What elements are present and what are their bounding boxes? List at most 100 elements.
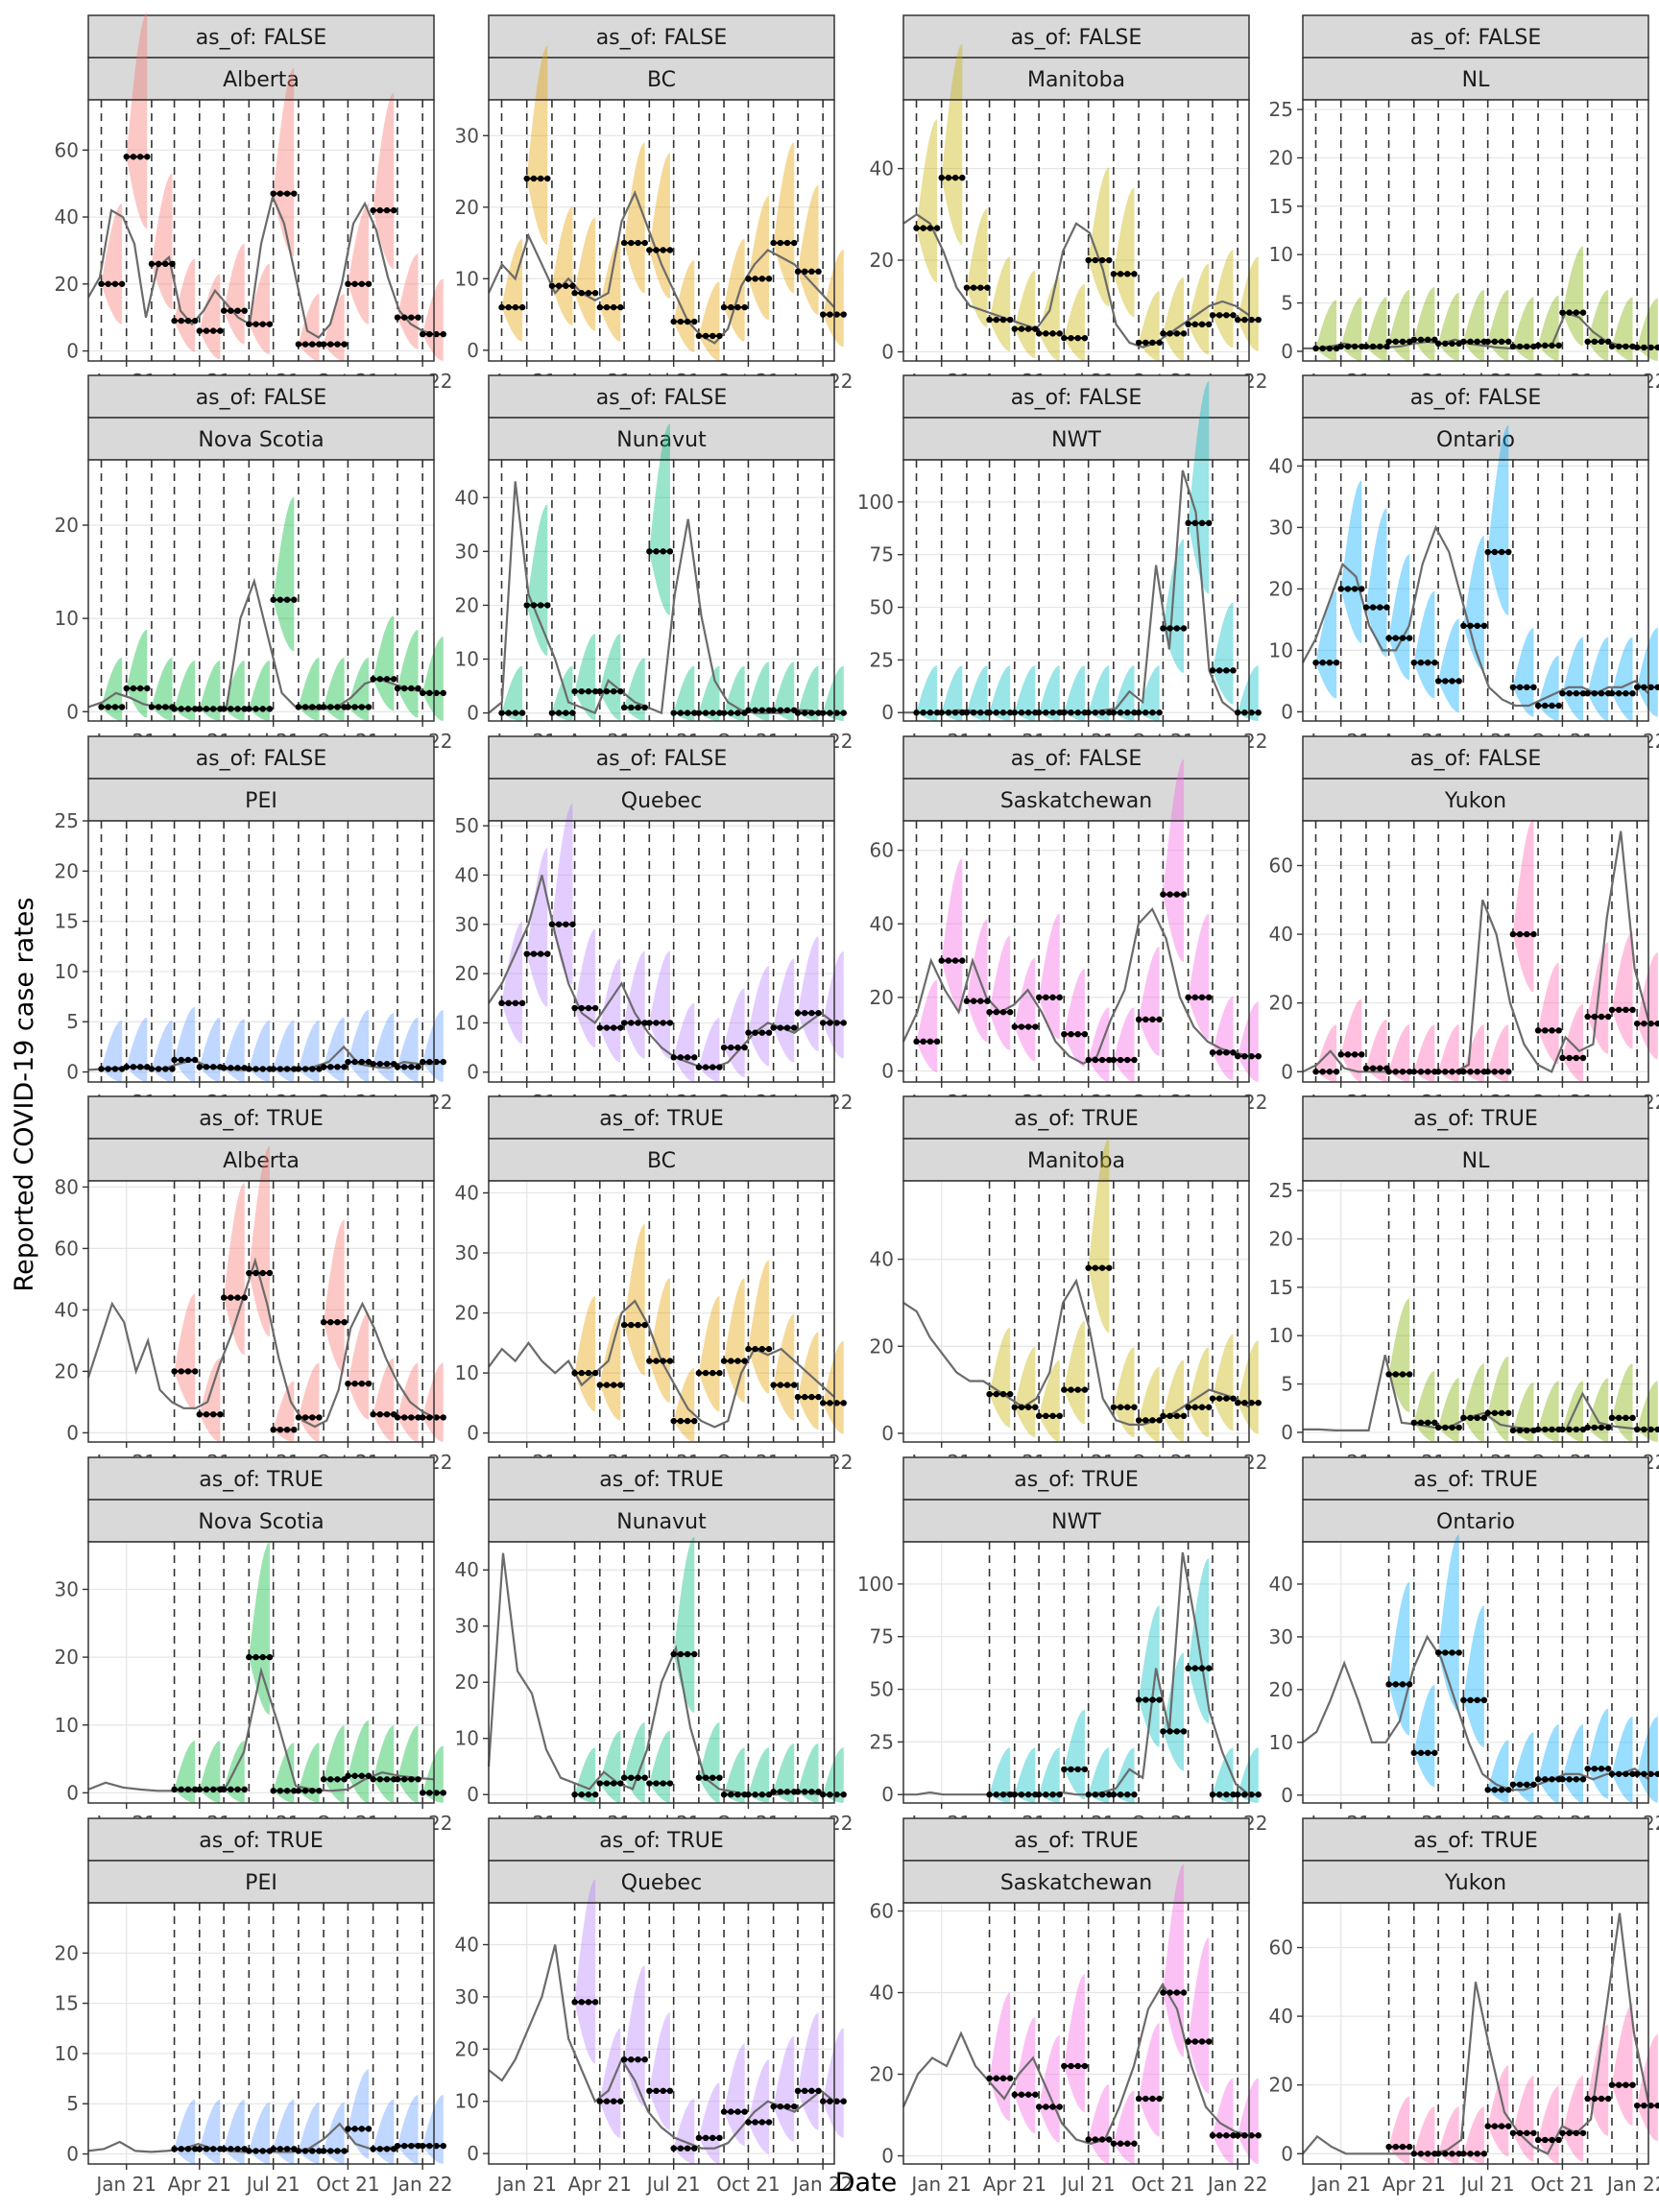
forecast-point [728,303,734,311]
y-tick-label: 20 [55,514,79,537]
forecast-point [111,704,119,710]
forecast-point [827,311,833,318]
plot-background [88,1181,434,1442]
forecast-point [1654,1426,1659,1433]
forecast-point [1516,930,1524,938]
forecast-point [400,2142,408,2150]
facet-strip-as-of-label: as_of: TRUE [1014,1829,1139,1853]
forecast-point [1234,1400,1241,1407]
forecast-point [283,596,291,603]
forecast-point [1434,1649,1442,1656]
forecast-point [1215,1049,1223,1056]
forecast-point [440,1790,446,1796]
actual-series-line [1302,1634,1649,1791]
forecast-band [724,2043,745,2146]
forecast-point [777,707,784,713]
forecast-point [295,1788,302,1794]
facet-strip-as-of-label: as_of: TRUE [199,1829,324,1853]
forecast-point [1124,1404,1131,1410]
forecast-point [220,1065,228,1071]
forecast-point [105,1066,111,1072]
forecast-point [358,2126,366,2132]
panel-border [87,1180,435,1443]
forecast-point [295,704,302,710]
forecast-band [1562,637,1584,721]
panel-border [488,1902,835,2165]
forecast-point [1074,709,1081,716]
forecast-point [98,704,105,710]
forecast-point [571,1004,578,1012]
forecast-point [653,1358,660,1364]
forecast-point [415,1414,421,1421]
forecast-band [1163,1863,1185,2057]
forecast-point [1098,256,1106,264]
forecast-point [433,1790,440,1796]
forecast-band [1463,1363,1484,1442]
forecast-point [295,1414,302,1421]
forecast-point [1106,1791,1113,1798]
forecast-point [999,316,1007,324]
facet-strip-as-of-label: as_of: FALSE [1410,386,1542,410]
forecast-band [199,274,221,360]
forecast-point [408,1414,415,1421]
forecast-point [1615,343,1623,350]
forecast-point [999,1791,1007,1798]
forecast-band [1088,1138,1110,1334]
forecast-point [1383,343,1390,350]
forecast-point [241,1786,248,1793]
forecast-point [745,276,752,282]
forecast-point [840,1791,847,1798]
y-tick-label: 25 [1269,98,1293,121]
forecast-point [1241,1791,1248,1798]
forecast-point [1209,1791,1216,1798]
forecast-point [752,276,758,282]
y-tick-label: 40 [1269,923,1293,946]
forecast-point [815,1009,822,1017]
forecast-point [171,1056,178,1064]
forecast-point [1509,343,1517,350]
y-tick-label: 10 [1269,243,1293,266]
forecast-point [635,704,641,711]
y-tick-label: 5 [66,1010,79,1033]
forecast-point [408,685,415,692]
forecast-point [209,2146,217,2152]
panel-border [488,820,835,1083]
y-tick-label: 30 [455,124,479,147]
forecast-point [720,303,728,311]
forecast-point [209,1064,217,1070]
forecast-band [397,1362,419,1442]
forecast-band [1562,1724,1584,1803]
forecast-point [1598,1424,1605,1431]
forecast-point [1362,604,1370,611]
forecast-point [653,548,660,555]
facet-strip-as-of-label: as_of: TRUE [1413,1468,1538,1492]
forecast-point [1480,622,1488,629]
forecast-point [1417,1749,1425,1756]
forecast-point [1098,1056,1106,1064]
forecast-point [1156,2095,1163,2103]
forecast-point [1198,321,1206,328]
forecast-point [171,1368,178,1375]
forecast-point [419,330,426,338]
actual-series-line [1302,524,1649,708]
forecast-point [162,260,169,268]
forecast-point [537,950,544,957]
forecast-point [1467,1696,1474,1704]
forecast-point [327,704,334,710]
facet-strip-geo-label: NWT [1051,1510,1101,1534]
forecast-point [758,1029,766,1036]
forecast-point [1241,1400,1248,1407]
forecast-point [1124,1056,1131,1064]
forecast-point [1035,330,1043,337]
forecast-point [840,1400,847,1407]
y-tick-label: 60 [55,138,79,161]
y-tick-label: 0 [66,1061,79,1084]
forecast-point [666,1780,674,1787]
forecast-point [1198,1665,1206,1671]
forecast-point [220,1294,228,1301]
forecast-point [660,247,666,253]
forecast-point [184,1786,192,1793]
forecast-point [203,1786,210,1793]
forecast-point [394,1414,401,1421]
forecast-point [400,1776,408,1783]
